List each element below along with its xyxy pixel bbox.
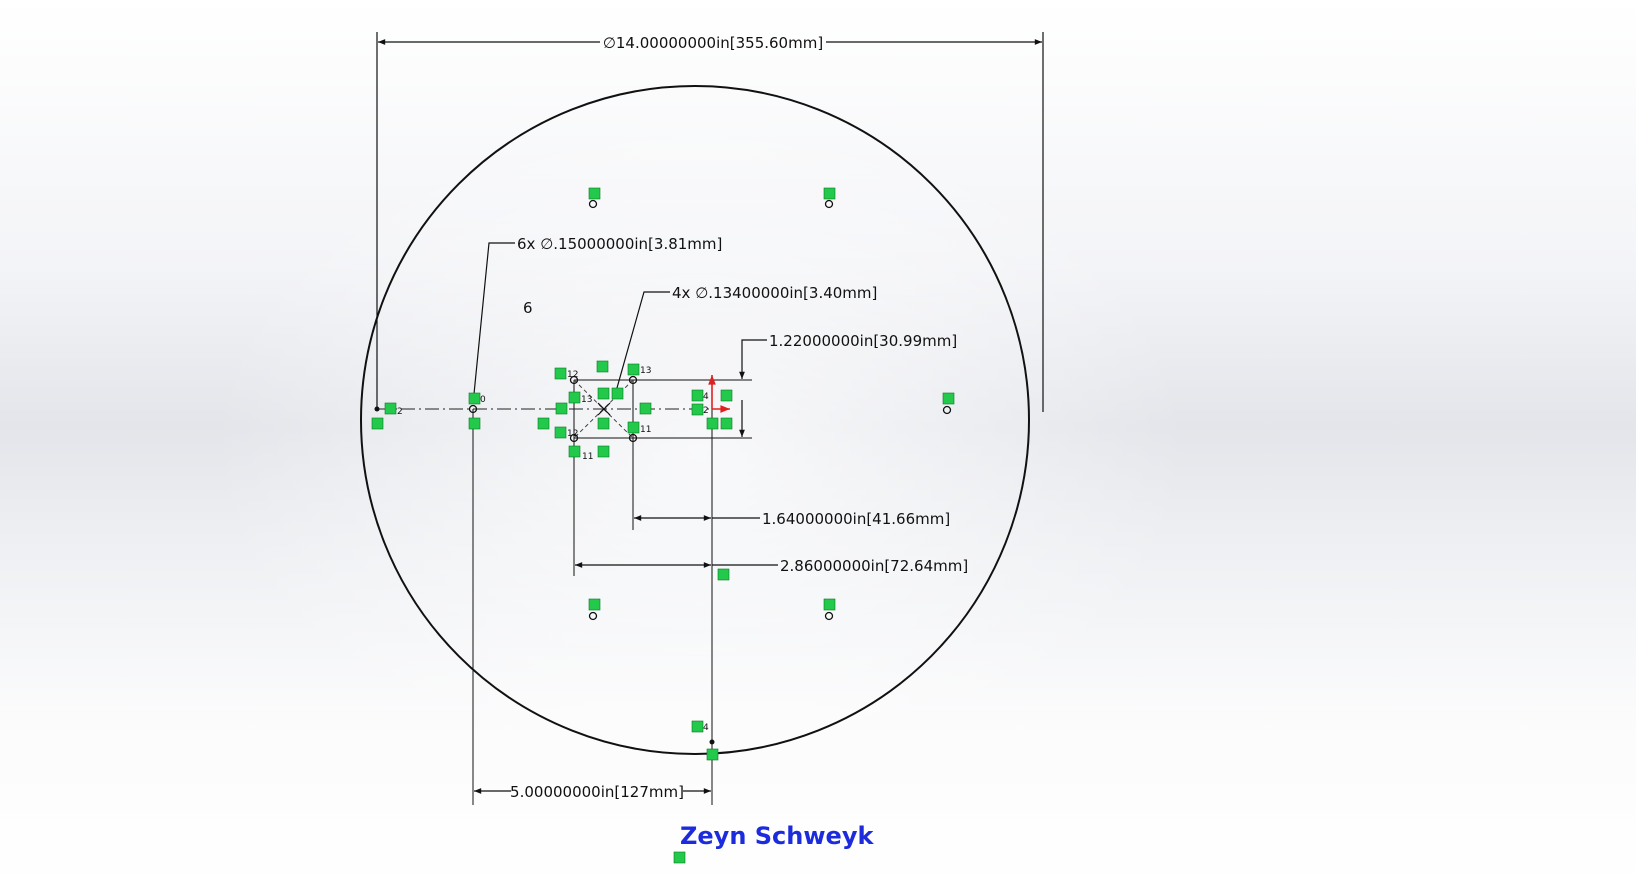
hole-count-label: 6 xyxy=(523,299,533,317)
svg-text:2: 2 xyxy=(703,406,709,416)
inner-horizontal-dimension[interactable]: 1.64000000in[41.66mm] xyxy=(634,510,950,528)
offset-horizontal-dim-text[interactable]: 5.00000000in[127mm] xyxy=(510,783,684,801)
outer-circle[interactable] xyxy=(360,85,1030,755)
vertical-dimension[interactable]: 1.22000000in[30.99mm] xyxy=(633,332,957,439)
svg-text:12: 12 xyxy=(567,370,578,380)
relation-badges[interactable] xyxy=(371,187,955,864)
svg-text:11: 11 xyxy=(640,425,651,435)
svg-text:2: 2 xyxy=(397,407,403,417)
bolt-hole-callout[interactable]: 6x ∅.15000000in[3.81mm] xyxy=(517,235,722,253)
svg-text:12: 12 xyxy=(567,429,578,439)
svg-text:11: 11 xyxy=(582,452,593,462)
relation-numbers: 2 0 12 13 13 11 12 11 4 2 4 xyxy=(397,366,709,733)
diameter-dimension[interactable]: ∅14.00000000in[355.60mm] xyxy=(376,32,1044,412)
diameter-dim-text[interactable]: ∅14.00000000in[355.60mm] xyxy=(603,34,823,52)
svg-text:4: 4 xyxy=(703,392,709,402)
bolt-hole-leader[interactable]: 6x ∅.15000000in[3.81mm] xyxy=(472,235,722,405)
svg-text:13: 13 xyxy=(640,366,651,376)
inner-horizontal-dim-text[interactable]: 1.64000000in[41.66mm] xyxy=(762,510,950,528)
svg-text:13: 13 xyxy=(581,395,592,405)
sketch-origin[interactable] xyxy=(708,374,730,413)
sketch-text-signature[interactable]: Zeyn Schweyk xyxy=(680,822,874,850)
outer-horizontal-dimension[interactable]: 2.86000000in[72.64mm] xyxy=(575,557,968,575)
svg-text:4: 4 xyxy=(703,723,709,733)
outer-horizontal-dim-text[interactable]: 2.86000000in[72.64mm] xyxy=(780,557,968,575)
hole-pattern-construction xyxy=(573,379,634,439)
svg-text:0: 0 xyxy=(480,395,486,405)
sketch-points[interactable] xyxy=(374,199,952,745)
offset-horizontal-dimension[interactable]: 5.00000000in[127mm] xyxy=(474,783,711,801)
vertical-dim-text[interactable]: 1.22000000in[30.99mm] xyxy=(769,332,957,350)
center-hole-leader[interactable]: 4x ∅.13400000in[3.40mm] xyxy=(614,284,877,396)
center-hole-callout[interactable]: 4x ∅.13400000in[3.40mm] xyxy=(672,284,877,302)
